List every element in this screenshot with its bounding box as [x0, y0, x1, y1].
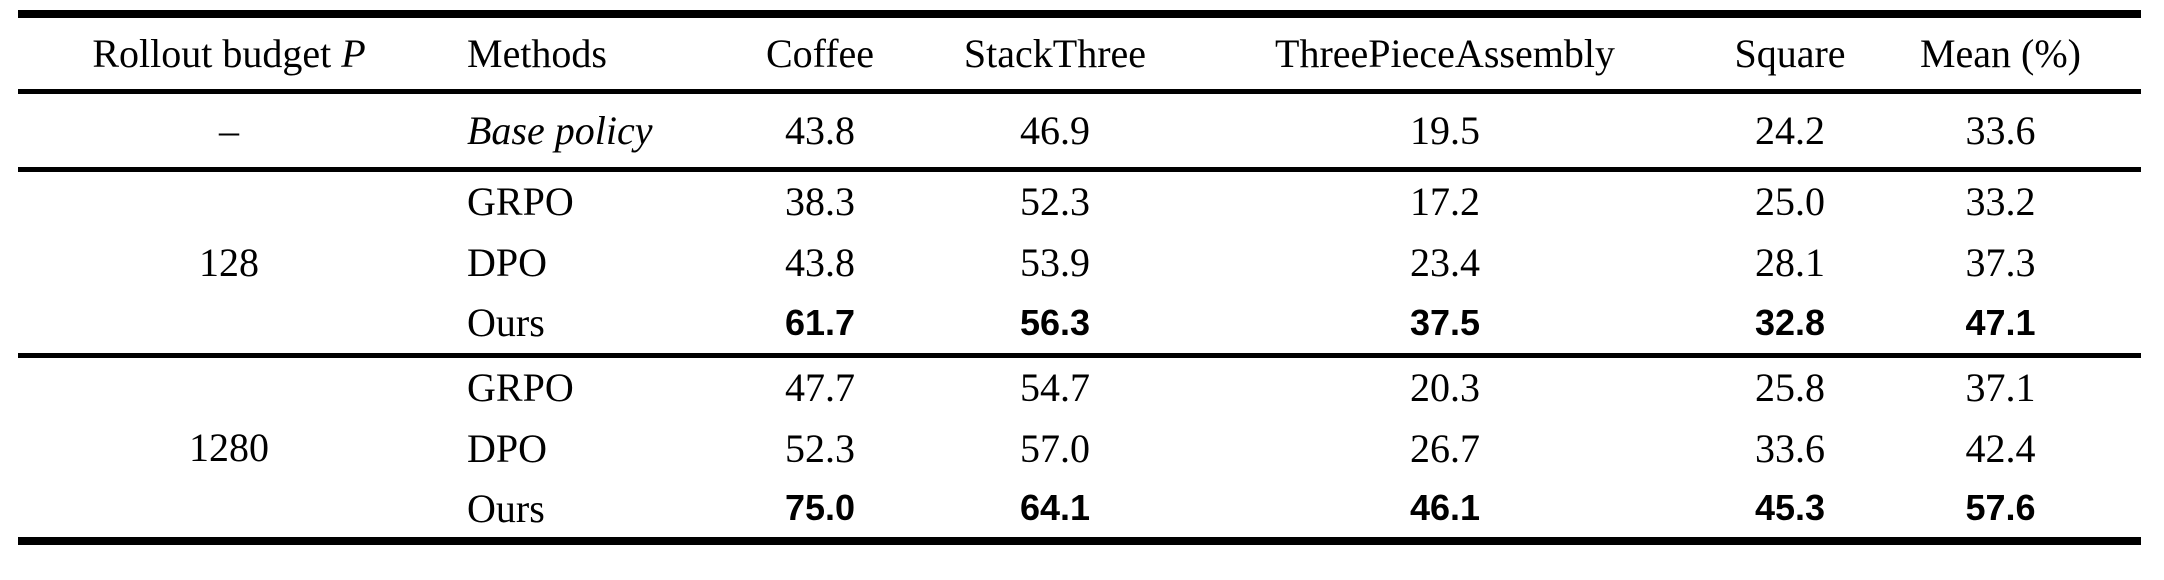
table-row-ours-128: Ours 61.7 56.3 37.5 32.8 47.1 — [18, 293, 2141, 355]
value-cell-threepieceassembly-best: 37.5 — [1409, 301, 1481, 343]
value-cell-square: 33.6 — [1755, 425, 1825, 471]
value-cell-threepieceassembly: 20.3 — [1410, 364, 1480, 410]
header-col-methods: Methods — [467, 30, 607, 76]
method-cell-grpo: GRPO — [467, 364, 574, 410]
table-row-grpo-128: 128 GRPO 38.3 52.3 17.2 25.0 33.2 — [18, 169, 2141, 285]
value-cell-threepieceassembly: 19.5 — [1410, 107, 1480, 153]
value-cell-coffee: 43.8 — [785, 107, 855, 153]
value-cell-coffee: 38.3 — [785, 178, 855, 224]
value-cell-coffee: 52.3 — [785, 425, 855, 471]
value-cell-mean-best: 47.1 — [1965, 301, 2036, 343]
table-row-dpo-1280: DPO 52.3 57.0 26.7 33.6 42.4 — [18, 417, 2141, 479]
budget-cell-none: – — [219, 107, 239, 153]
table-header: Rollout budget P Methods Coffee StackThr… — [18, 14, 2141, 91]
value-cell-coffee: 47.7 — [785, 364, 855, 410]
method-cell-dpo: DPO — [467, 239, 548, 285]
method-cell-base-policy: Base policy — [467, 107, 653, 153]
value-cell-threepieceassembly: 17.2 — [1410, 178, 1480, 224]
value-cell-square-best: 45.3 — [1754, 487, 1826, 528]
method-cell-ours: Ours — [467, 485, 545, 531]
method-cell-dpo: DPO — [467, 425, 548, 471]
header-row: Rollout budget P Methods Coffee StackThr… — [18, 14, 2141, 91]
value-cell-mean: 37.1 — [1965, 364, 2036, 410]
value-cell-mean-best: 57.6 — [1965, 487, 2036, 528]
header-col-mean: Mean (%) — [1919, 30, 2082, 76]
value-cell-square: 24.2 — [1755, 107, 1825, 153]
value-cell-coffee-best: 61.7 — [784, 301, 856, 343]
table-row-ours-1280: Ours 75.0 64.1 46.1 45.3 57.6 — [18, 479, 2141, 541]
value-cell-stackthree-best: 56.3 — [1019, 301, 1091, 343]
value-cell-threepieceassembly-best: 46.1 — [1409, 487, 1481, 528]
table-row-base-policy: – Base policy 43.8 46.9 19.5 24.2 33.6 — [18, 91, 2141, 169]
value-cell-threepieceassembly: 23.4 — [1410, 239, 1480, 285]
value-cell-square: 25.8 — [1755, 364, 1825, 410]
table-row-grpo-1280: 1280 GRPO 47.7 54.7 20.3 25.8 37.1 — [18, 355, 2141, 470]
value-cell-stackthree: 57.0 — [1020, 425, 1090, 471]
value-cell-stackthree-best: 64.1 — [1019, 487, 1091, 528]
table-row-dpo-128: DPO 43.8 53.9 23.4 28.1 37.3 — [18, 231, 2141, 293]
section-base-policy: – Base policy 43.8 46.9 19.5 24.2 33.6 — [18, 91, 2141, 169]
results-table: Rollout budget P Methods Coffee StackThr… — [18, 10, 2141, 545]
header-col-threepieceassembly: ThreePieceAssembly — [1275, 30, 1615, 76]
header-budget-variable: P — [341, 30, 366, 76]
header-col-rollout-budget: Rollout budget P — [18, 14, 440, 91]
value-cell-square-best: 32.8 — [1754, 301, 1826, 343]
value-cell-threepieceassembly: 26.7 — [1410, 425, 1480, 471]
header-col-coffee: Coffee — [765, 30, 875, 76]
value-cell-coffee: 43.8 — [785, 239, 855, 285]
value-cell-mean: 33.6 — [1965, 107, 2036, 153]
value-cell-stackthree: 54.7 — [1020, 364, 1090, 410]
budget-cell-128: 128 — [199, 239, 259, 285]
value-cell-stackthree: 52.3 — [1020, 178, 1090, 224]
value-cell-square: 25.0 — [1755, 178, 1825, 224]
value-cell-stackthree: 46.9 — [1020, 107, 1090, 153]
section-budget-128: 128 GRPO 38.3 52.3 17.2 25.0 33.2 DPO 43… — [18, 169, 2141, 355]
budget-cell-1280: 1280 — [189, 424, 269, 470]
header-col-stackthree: StackThree — [963, 30, 1147, 76]
value-cell-mean: 42.4 — [1965, 425, 2036, 471]
value-cell-mean: 33.2 — [1965, 178, 2036, 224]
value-cell-stackthree: 53.9 — [1020, 239, 1090, 285]
section-budget-1280: 1280 GRPO 47.7 54.7 20.3 25.8 37.1 DPO 5… — [18, 355, 2141, 541]
header-col-square: Square — [1734, 30, 1846, 76]
value-cell-square: 28.1 — [1755, 239, 1825, 285]
method-cell-ours: Ours — [467, 300, 545, 346]
value-cell-mean: 37.3 — [1965, 239, 2036, 285]
method-cell-grpo: GRPO — [467, 178, 574, 224]
value-cell-coffee-best: 75.0 — [784, 487, 856, 528]
header-budget-prefix: Rollout budget — [92, 30, 342, 76]
